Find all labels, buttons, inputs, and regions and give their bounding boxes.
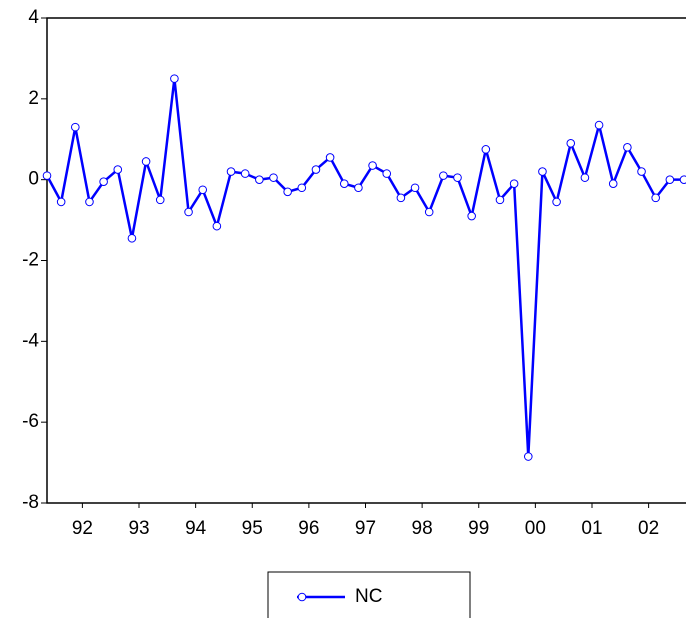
data-point [481,145,491,154]
data-point [297,183,307,193]
data-point [651,193,660,203]
data-point [453,173,462,182]
x-tick-label: 97 [355,518,376,539]
data-point [212,221,222,231]
data-point [226,167,236,176]
data-point [368,161,377,170]
x-tick-label: 96 [298,518,319,539]
data-point [339,179,349,189]
data-point [283,187,292,197]
x-tick-label: 99 [468,518,489,539]
y-tick-label: 2 [28,88,39,109]
series-line [45,78,684,457]
data-point [113,165,123,174]
data-point [396,193,406,203]
data-point [198,185,208,195]
data-point [269,173,278,182]
data-point [410,183,420,193]
data-point [184,207,193,217]
plot-frame [46,17,686,504]
x-tick-label: 01 [581,518,602,539]
data-point [623,143,632,152]
data-point [170,74,179,83]
y-tick-label: -6 [22,411,39,432]
x-tick-label: 93 [128,518,149,539]
legend-marker [297,592,307,602]
data-point [552,197,561,207]
data-point [255,175,264,184]
data-point [325,153,335,162]
data-point [495,195,505,205]
data-point [509,179,519,189]
y-tick-label: 0 [28,169,39,190]
data-point [240,169,250,178]
data-point [127,233,137,243]
y-tick-label: -8 [22,492,39,513]
data-point [141,157,151,166]
x-tick-label: 00 [525,518,546,539]
x-tick-label: 94 [185,518,207,539]
data-point [155,195,165,205]
data-point [382,169,392,178]
data-point [594,120,604,130]
data-point [538,167,547,176]
data-point [566,138,576,148]
y-tick-label: -2 [22,250,39,271]
data-point [85,197,94,207]
data-point [679,175,686,184]
x-tick-label: 92 [72,518,93,539]
data-point [42,171,52,180]
x-tick-label: 95 [242,518,263,539]
data-point [665,175,675,184]
data-point [580,173,590,182]
data-point [56,197,66,207]
x-tick-label: 98 [412,518,433,539]
data-point [608,179,618,189]
x-tick-label: 02 [638,518,659,539]
data-point [354,183,363,193]
data-point [424,207,434,217]
data-point [523,452,533,461]
data-point [71,122,80,132]
y-tick-label: 4 [28,7,39,28]
data-point [311,165,321,174]
data-point [467,211,476,221]
legend-label: NC [355,586,382,607]
y-tick-label: -4 [22,330,39,351]
data-point [439,171,448,180]
data-point [99,177,108,186]
data-point [637,167,646,176]
